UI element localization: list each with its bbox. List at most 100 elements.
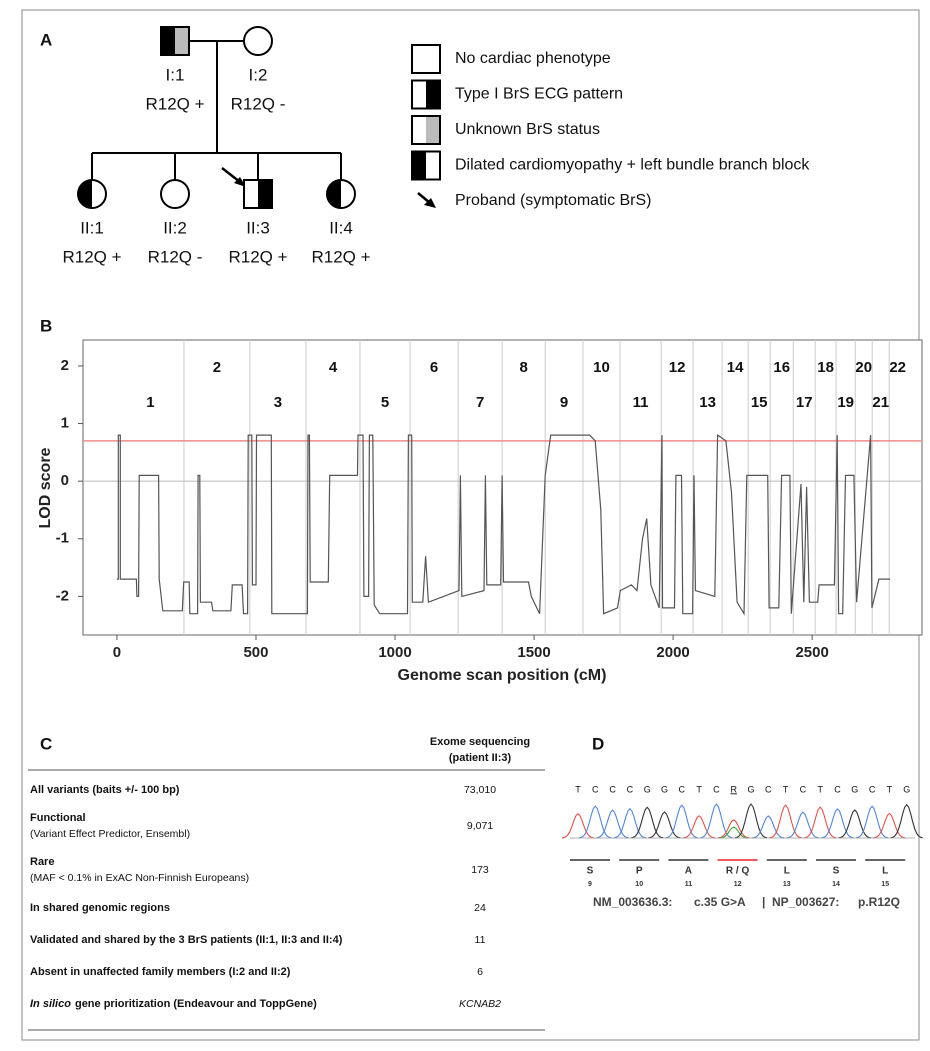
x-axis-title: Genome scan position (cM) bbox=[398, 667, 607, 684]
base-call: C bbox=[627, 784, 634, 794]
panel-label: C bbox=[40, 734, 52, 753]
base-call: C bbox=[609, 784, 616, 794]
base-call: T bbox=[575, 784, 581, 794]
base-call: G bbox=[903, 784, 910, 794]
panel-label: B bbox=[40, 316, 52, 335]
x-tick-label: 500 bbox=[243, 644, 268, 661]
trace-peak bbox=[683, 815, 716, 839]
symbol-outline bbox=[160, 26, 190, 56]
individual-id: I:2 bbox=[249, 65, 268, 84]
y-tick-label: 1 bbox=[61, 415, 69, 432]
base-call: T bbox=[887, 784, 893, 794]
codon-position: 9 bbox=[588, 881, 592, 888]
chromosome-label: 4 bbox=[329, 359, 338, 376]
row-sublabel: (Variant Effect Predictor, Ensembl) bbox=[30, 828, 190, 840]
symbol-outline bbox=[411, 150, 441, 181]
trace-peak bbox=[631, 806, 664, 839]
y-tick-label: -1 bbox=[56, 530, 69, 547]
codon-position: 12 bbox=[734, 881, 742, 888]
chromosome-label: 9 bbox=[560, 394, 568, 411]
individual-id: II:3 bbox=[246, 218, 270, 237]
row-label: In shared genomic regions bbox=[30, 902, 170, 914]
symbol-fill bbox=[175, 27, 189, 55]
symbol-fill bbox=[426, 116, 440, 144]
chromosome-label: 3 bbox=[274, 394, 282, 411]
symbol-fill bbox=[426, 80, 440, 109]
individual-id: II:2 bbox=[163, 218, 187, 237]
y-tick-label: 0 bbox=[61, 472, 69, 489]
legend-label: Proband (symptomatic BrS) bbox=[455, 192, 652, 209]
chromosome-label: 22 bbox=[889, 359, 906, 376]
symbol-fill bbox=[327, 180, 341, 208]
chromosome-label: 17 bbox=[796, 394, 813, 411]
chromosome-label: 15 bbox=[751, 394, 768, 411]
trace-peak bbox=[821, 808, 854, 839]
symbol-outline bbox=[243, 179, 273, 209]
chromosome-label: 20 bbox=[855, 359, 872, 376]
row-value: 73,010 bbox=[464, 784, 496, 796]
symbol-outline bbox=[160, 179, 190, 209]
genotype: R12Q + bbox=[311, 247, 370, 266]
chromosome-label: 6 bbox=[430, 359, 438, 376]
base-call: G bbox=[661, 784, 668, 794]
panel-label: A bbox=[40, 30, 52, 49]
symbol-outline bbox=[411, 79, 441, 110]
mutation-caption: NM_003636.3: bbox=[593, 895, 672, 909]
symbol-fill bbox=[161, 27, 175, 55]
lod-line bbox=[116, 433, 890, 616]
trace-peak bbox=[734, 803, 768, 839]
genotype: R12Q - bbox=[148, 247, 203, 266]
row-label-italic: In silico bbox=[30, 998, 71, 1010]
codon-position: 10 bbox=[635, 881, 643, 888]
chromosome-label: 7 bbox=[476, 394, 484, 411]
trace-peak bbox=[665, 804, 698, 839]
symbol-outline bbox=[243, 26, 273, 56]
base-call: T bbox=[817, 784, 823, 794]
row-sublabel: (MAF < 0.1% in ExAC Non-Finnish European… bbox=[30, 872, 249, 884]
base-call: C bbox=[592, 784, 599, 794]
symbol bbox=[412, 45, 440, 73]
mutation-caption: NP_003627: bbox=[772, 895, 839, 909]
genotype: R12Q + bbox=[145, 94, 204, 113]
chromosome-label: 12 bbox=[669, 359, 686, 376]
base-call: C bbox=[800, 784, 807, 794]
individual-id: I:1 bbox=[166, 65, 185, 84]
symbol-outline bbox=[411, 44, 441, 74]
symbol bbox=[161, 180, 189, 208]
symbol-outline bbox=[326, 179, 356, 209]
amino-acid: P bbox=[636, 866, 643, 877]
legend-label: Dilated cardiomyopathy + left bundle bra… bbox=[455, 157, 810, 174]
trace-peak bbox=[769, 804, 802, 839]
chromosome-label: 19 bbox=[837, 394, 854, 411]
legend-label: Type I BrS ECG pattern bbox=[455, 86, 623, 103]
trace-peak bbox=[717, 819, 750, 839]
chromosome-label: 21 bbox=[872, 394, 889, 411]
base-call: C bbox=[765, 784, 772, 794]
symbol-outline bbox=[77, 179, 107, 209]
legend-label: No cardiac phenotype bbox=[455, 50, 611, 67]
base-call: G bbox=[747, 784, 754, 794]
codon-position: 14 bbox=[832, 881, 840, 888]
base-call: C bbox=[679, 784, 686, 794]
x-tick-label: 1500 bbox=[517, 644, 550, 661]
amino-acid: S bbox=[587, 866, 594, 877]
trace-peak bbox=[804, 806, 837, 839]
row-value: 11 bbox=[475, 934, 486, 946]
row-label: Rare bbox=[30, 856, 54, 868]
base-call: C bbox=[834, 784, 841, 794]
trace-peak bbox=[838, 809, 871, 839]
amino-acid: L bbox=[882, 866, 888, 877]
trace-peak bbox=[786, 811, 819, 839]
trace-peak bbox=[890, 803, 923, 839]
chromosome-label: 2 bbox=[213, 359, 221, 376]
mutation-caption: p.R12Q bbox=[858, 895, 900, 909]
base-call: C bbox=[713, 784, 720, 794]
row-value: KCNAB2 bbox=[459, 998, 501, 1010]
base-call: C bbox=[869, 784, 876, 794]
y-tick-label: 2 bbox=[61, 357, 69, 374]
trace-peak bbox=[873, 812, 906, 839]
panel-label: D bbox=[592, 734, 604, 753]
trace-peak bbox=[579, 805, 612, 839]
chromosome-label: 14 bbox=[727, 359, 744, 376]
base-call: R bbox=[730, 784, 737, 794]
